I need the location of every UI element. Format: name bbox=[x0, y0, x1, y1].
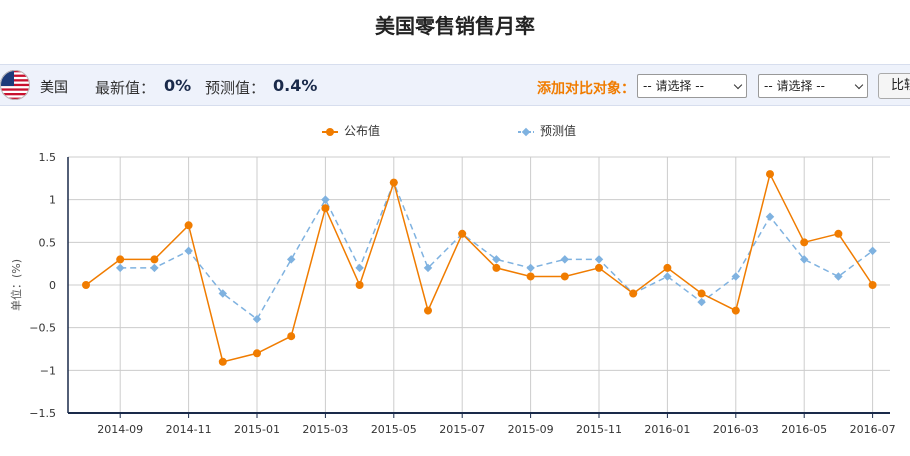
actual-point bbox=[868, 281, 877, 289]
us-flag-icon bbox=[0, 70, 30, 100]
forecast-point bbox=[355, 263, 364, 273]
x-tick-label: 2015-05 bbox=[371, 423, 417, 436]
actual-point bbox=[287, 332, 296, 341]
forecast-point bbox=[321, 195, 330, 204]
x-tick-label: 2014-09 bbox=[97, 423, 143, 436]
x-tick-label: 2015-03 bbox=[302, 423, 348, 436]
latest-value: 0% bbox=[164, 76, 192, 95]
compare-select-2-value: -- 请选择 -- bbox=[764, 79, 825, 93]
y-tick-label: 0 bbox=[49, 279, 56, 292]
actual-point bbox=[355, 281, 364, 289]
x-tick-label: 2016-07 bbox=[850, 423, 896, 436]
x-tick-label: 2015-01 bbox=[234, 423, 280, 436]
forecast-point bbox=[765, 212, 775, 221]
x-tick-label: 2016-01 bbox=[644, 423, 690, 436]
actual-point bbox=[800, 238, 809, 247]
actual-point bbox=[253, 349, 261, 358]
actual-point bbox=[595, 263, 603, 272]
x-tick-label: 2015-11 bbox=[576, 423, 622, 436]
actual-point bbox=[218, 357, 227, 366]
compare-label: 添加对比对象： bbox=[537, 81, 635, 97]
actual-point bbox=[458, 229, 467, 238]
legend-forecast-label: 预测值 bbox=[540, 124, 577, 138]
y-tick-label: 1.5 bbox=[39, 151, 57, 164]
x-tick-label: 2016-05 bbox=[781, 423, 827, 436]
legend-actual-label: 公布值 bbox=[344, 124, 381, 138]
actual-point bbox=[663, 263, 672, 272]
legend-item-forecast[interactable]: 预测值 bbox=[518, 122, 576, 139]
forecast-point bbox=[663, 272, 672, 281]
forecast-point bbox=[423, 263, 433, 273]
forecast-point bbox=[492, 255, 501, 264]
actual-point bbox=[150, 255, 159, 264]
y-tick-label: −1 bbox=[40, 364, 56, 377]
actual-point bbox=[116, 255, 125, 264]
forecast-point bbox=[286, 255, 296, 264]
actual-point bbox=[492, 263, 501, 272]
forecast-value: 0.4% bbox=[273, 76, 318, 95]
forecast-point bbox=[115, 263, 125, 273]
forecast-point bbox=[834, 272, 843, 281]
actual-point bbox=[697, 289, 706, 298]
forecast-point bbox=[184, 246, 193, 256]
compare-select-1-value: -- 请选择 -- bbox=[643, 79, 704, 93]
actual-point bbox=[629, 289, 638, 298]
forecast-point bbox=[594, 255, 604, 264]
latest-value-label: 最新值： bbox=[95, 79, 156, 97]
actual-point bbox=[321, 204, 330, 213]
series-line-forecast bbox=[120, 180, 874, 321]
actual-point bbox=[389, 178, 398, 187]
y-tick-label: −1.5 bbox=[29, 407, 56, 420]
actual-point bbox=[560, 272, 569, 281]
y-tick-label: 0.5 bbox=[39, 236, 57, 249]
info-bar: 美国 最新值： 0% 预测值： 0.4% 添加对比对象： -- 请选择 -- -… bbox=[0, 64, 910, 106]
actual-point bbox=[731, 306, 740, 315]
y-tick-label: −0.5 bbox=[29, 322, 56, 335]
forecast-point bbox=[560, 255, 570, 264]
legend-item-actual[interactable]: 公布值 bbox=[322, 122, 380, 139]
forecast-point bbox=[252, 314, 262, 324]
forecast-value-label: 预测值： bbox=[205, 79, 266, 97]
forecast-point bbox=[799, 255, 809, 264]
compare-select-2[interactable]: -- 请选择 -- bbox=[758, 74, 868, 98]
actual-point bbox=[184, 221, 193, 230]
forecast-point bbox=[218, 289, 228, 298]
legend-forecast-marker bbox=[518, 127, 534, 136]
actual-point bbox=[834, 229, 843, 238]
forecast-point bbox=[150, 263, 159, 273]
forecast-point bbox=[526, 263, 535, 273]
compare-button[interactable]: 比较 bbox=[878, 73, 910, 99]
country-name: 美国 bbox=[40, 80, 68, 96]
actual-point bbox=[82, 281, 90, 289]
chart-title: 美国零售销售月率 bbox=[375, 14, 535, 38]
forecast-point bbox=[697, 297, 706, 307]
x-tick-label: 2015-07 bbox=[439, 423, 485, 436]
series-line-actual bbox=[85, 171, 874, 363]
y-tick-label: 1 bbox=[49, 194, 56, 207]
actual-point bbox=[766, 170, 774, 179]
actual-point bbox=[424, 306, 432, 315]
legend-actual-marker bbox=[322, 127, 338, 136]
x-tick-label: 2014-11 bbox=[166, 423, 212, 436]
forecast-point bbox=[731, 272, 741, 281]
compare-select-1[interactable]: -- 请选择 -- bbox=[637, 74, 747, 98]
x-tick-label: 2015-09 bbox=[508, 423, 554, 436]
x-tick-label: 2016-03 bbox=[713, 423, 759, 436]
actual-point bbox=[526, 272, 535, 281]
